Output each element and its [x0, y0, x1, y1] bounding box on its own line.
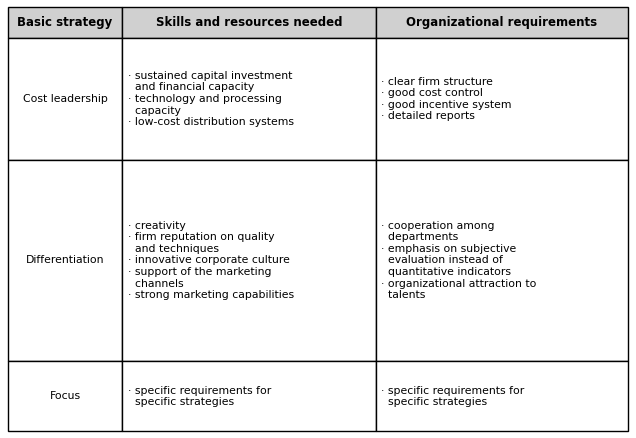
Text: Cost leadership: Cost leadership	[23, 94, 107, 104]
Bar	[123, 159, 376, 361]
Text: · cooperation among
  departments
· emphasis on subjective
  evaluation instead : · cooperation among departments · emphas…	[381, 221, 536, 300]
Bar	[376, 361, 628, 431]
Text: · specific requirements for
  specific strategies: · specific requirements for specific str…	[381, 385, 524, 407]
Bar	[376, 39, 628, 159]
Text: Focus: Focus	[50, 392, 81, 401]
Text: · clear firm structure
· good cost control
· good incentive system
· detailed re: · clear firm structure · good cost contr…	[381, 77, 511, 121]
Text: Differentiation: Differentiation	[26, 255, 104, 265]
Text: Basic strategy: Basic strategy	[17, 16, 113, 29]
Bar	[123, 7, 376, 39]
Bar	[376, 159, 628, 361]
Bar	[8, 39, 123, 159]
Text: · creativity
· firm reputation on quality
  and techniques
· innovative corporat: · creativity · firm reputation on qualit…	[128, 221, 294, 300]
Bar	[123, 361, 376, 431]
Bar	[8, 361, 123, 431]
Bar	[8, 7, 123, 39]
Text: · sustained capital investment
  and financial capacity
· technology and process: · sustained capital investment and finan…	[128, 71, 294, 127]
Text: Organizational requirements: Organizational requirements	[406, 16, 598, 29]
Bar	[376, 7, 628, 39]
Bar	[123, 39, 376, 159]
Text: · specific requirements for
  specific strategies: · specific requirements for specific str…	[128, 385, 271, 407]
Text: Skills and resources needed: Skills and resources needed	[156, 16, 342, 29]
Bar	[8, 159, 123, 361]
